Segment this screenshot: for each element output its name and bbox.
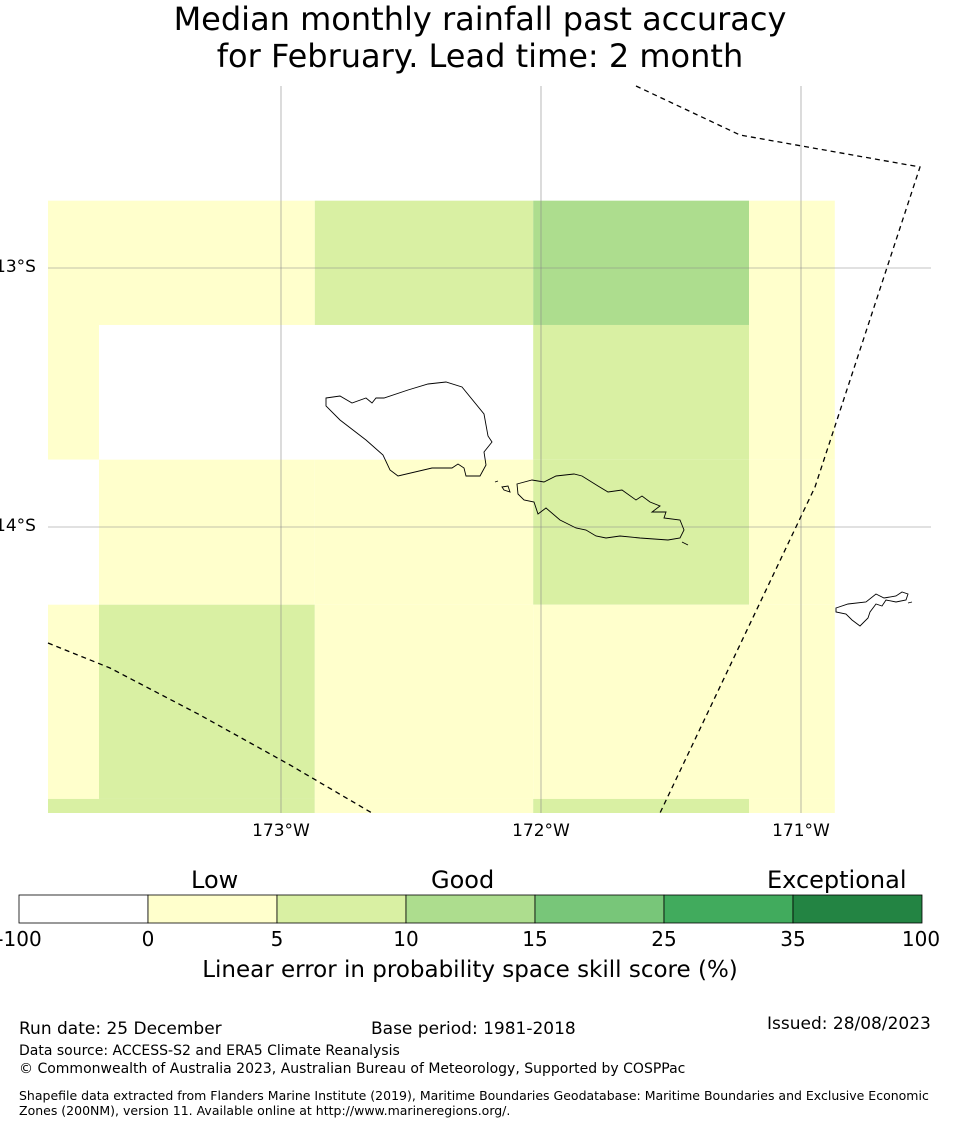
skill-cell — [749, 200, 835, 325]
colorbar-tick-label: -100 — [0, 927, 42, 951]
skill-cell — [533, 604, 749, 799]
colorbar-segment — [18, 894, 149, 924]
skill-cell — [749, 604, 835, 799]
savaii-island — [325, 381, 493, 477]
colorbar-tick-label: 5 — [270, 927, 284, 951]
upolu-east-tip — [681, 541, 689, 546]
islands — [325, 381, 913, 627]
issued-date: Issued: 28/08/2023 — [767, 1014, 931, 1034]
skill-grid — [48, 200, 835, 813]
skill-cell — [749, 324, 835, 460]
skill-cell — [533, 798, 749, 813]
skill-cell — [48, 798, 99, 813]
colorbar-segment — [147, 894, 278, 924]
colorbar-segment — [276, 894, 407, 924]
skill-cell — [533, 324, 749, 460]
run-date: Run date: 25 December — [19, 1019, 222, 1039]
tutuila-island — [835, 591, 909, 627]
copyright: © Commonwealth of Australia 2023, Austra… — [19, 1061, 686, 1077]
skill-cell — [99, 798, 315, 813]
lat-label-13s: 13°S — [0, 257, 36, 277]
skill-cell — [99, 459, 315, 605]
skill-cell — [48, 604, 99, 799]
lon-label-172w: 172°W — [512, 821, 570, 841]
base-period: Base period: 1981-2018 — [371, 1019, 576, 1039]
apolima-islet — [501, 485, 511, 493]
skill-cell — [99, 324, 315, 460]
lon-label-171w: 171°W — [772, 821, 830, 841]
colorbar-tick-label: 25 — [651, 927, 677, 951]
skill-cell — [314, 798, 534, 813]
skill-cell — [314, 324, 534, 460]
skill-cell — [749, 459, 835, 605]
colorbar-category-low: Low — [191, 866, 239, 894]
aunuu-islet — [907, 601, 913, 604]
skill-cell — [48, 324, 99, 460]
shapefile-credit: Shapefile data extracted from Flanders M… — [19, 1088, 929, 1118]
chart-title-line-2: for February. Lead time: 2 month — [216, 37, 744, 75]
colorbar-segment — [663, 894, 794, 924]
chart-title-line-1: Median monthly rainfall past accuracy — [173, 0, 787, 38]
colorbar-segment — [792, 894, 923, 924]
upolu-island — [516, 473, 685, 541]
colorbar-tick-label: 100 — [901, 927, 941, 951]
colorbar-segment — [405, 894, 536, 924]
colorbar-tick-label: 10 — [393, 927, 419, 951]
graticule — [48, 86, 931, 813]
eez-boundaries — [47, 85, 921, 814]
manono-islet — [494, 480, 499, 483]
data-source: Data source: ACCESS-S2 and ERA5 Climate … — [19, 1043, 400, 1059]
lat-label-14s: 14°S — [0, 516, 36, 536]
skill-cell — [314, 459, 534, 605]
skill-cell — [533, 459, 749, 605]
skill-cell — [99, 604, 315, 799]
colorbar — [18, 894, 923, 924]
colorbar-category-good: Good — [431, 866, 495, 894]
lon-label-173w: 173°W — [252, 821, 310, 841]
skill-cell — [99, 200, 315, 325]
colorbar-axis-label: Linear error in probability space skill … — [202, 957, 738, 983]
eez-boundary-north — [635, 85, 921, 814]
colorbar-tick-label: 35 — [780, 927, 806, 951]
skill-cell — [533, 200, 749, 325]
colorbar-category-exceptional: Exceptional — [767, 866, 907, 894]
skill-cell — [314, 200, 534, 325]
skill-cell — [749, 798, 835, 813]
skill-cell — [314, 604, 534, 799]
colorbar-segment — [534, 894, 665, 924]
colorbar-tick-label: 0 — [141, 927, 155, 951]
colorbar-tick-label: 15 — [522, 927, 548, 951]
skill-cell — [48, 200, 99, 325]
skill-cell — [48, 459, 99, 605]
